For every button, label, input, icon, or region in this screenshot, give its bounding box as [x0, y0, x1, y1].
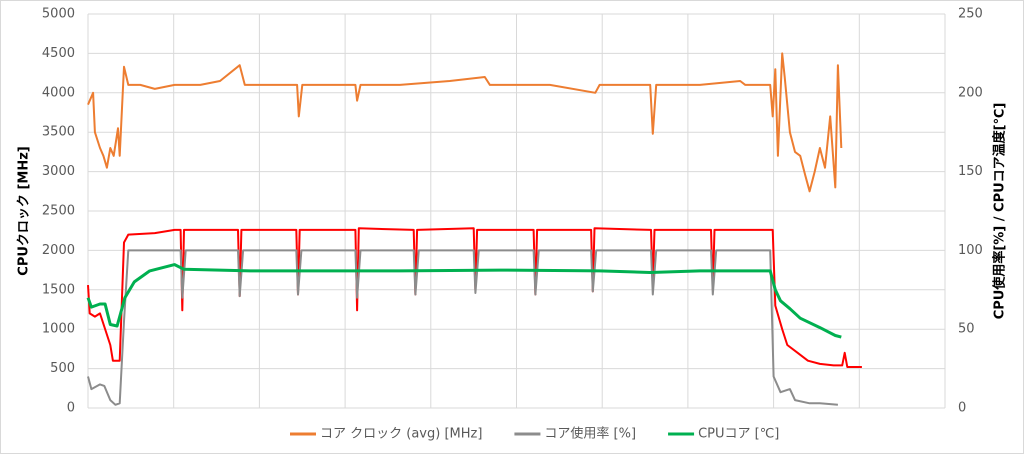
y-tick-label: 1000: [42, 322, 75, 337]
y2-tick-label: 0: [958, 401, 966, 416]
y-tick-label: 4500: [42, 46, 75, 61]
legend-label: CPUコア [℃]: [698, 427, 779, 442]
y-tick-label: 2500: [42, 204, 75, 219]
y2-tick-label: 250: [958, 7, 983, 22]
legend-label: コア使用率 [%]: [544, 426, 636, 442]
y2-tick-label: 200: [958, 85, 983, 100]
series-line: [87, 227, 862, 368]
y-tick-label: 3000: [42, 164, 75, 179]
y-tick-label: 0: [67, 401, 75, 416]
y-tick-label: 3500: [42, 125, 75, 140]
series-line: [87, 52, 843, 193]
series-line: [86, 263, 842, 339]
y2-tick-label: 50: [958, 322, 975, 337]
y-tick-label: 500: [50, 361, 75, 376]
y-tick-label: 5000: [42, 7, 75, 22]
y-axis-title: CPUクロック [MHz]: [17, 146, 32, 275]
series-line: [87, 249, 838, 406]
y-tick-label: 1500: [42, 282, 75, 297]
y2-axis-title: CPU使用率[%] / CPUコア温度[℃]: [992, 103, 1008, 320]
y-tick-label: 4000: [42, 85, 75, 100]
y2-tick-label: 150: [958, 164, 983, 179]
y2-tick-label: 100: [958, 243, 983, 258]
y-tick-label: 2000: [42, 243, 75, 258]
legend-label: コア クロック (avg) [MHz]: [320, 427, 482, 442]
